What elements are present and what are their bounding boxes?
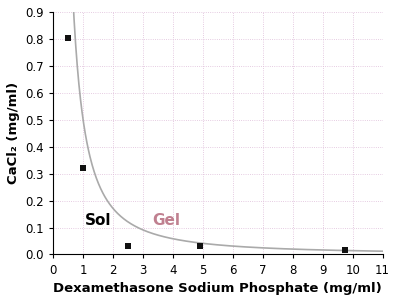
Point xyxy=(65,35,71,40)
Point xyxy=(125,243,131,248)
X-axis label: Dexamethasone Sodium Phosphate (mg/ml): Dexamethasone Sodium Phosphate (mg/ml) xyxy=(54,282,382,295)
Point xyxy=(342,248,348,253)
Y-axis label: CaCl₂ (mg/ml): CaCl₂ (mg/ml) xyxy=(7,82,20,184)
Point xyxy=(197,243,203,248)
Point xyxy=(80,166,86,171)
Text: Sol: Sol xyxy=(85,213,111,228)
Text: Gel: Gel xyxy=(152,213,180,228)
